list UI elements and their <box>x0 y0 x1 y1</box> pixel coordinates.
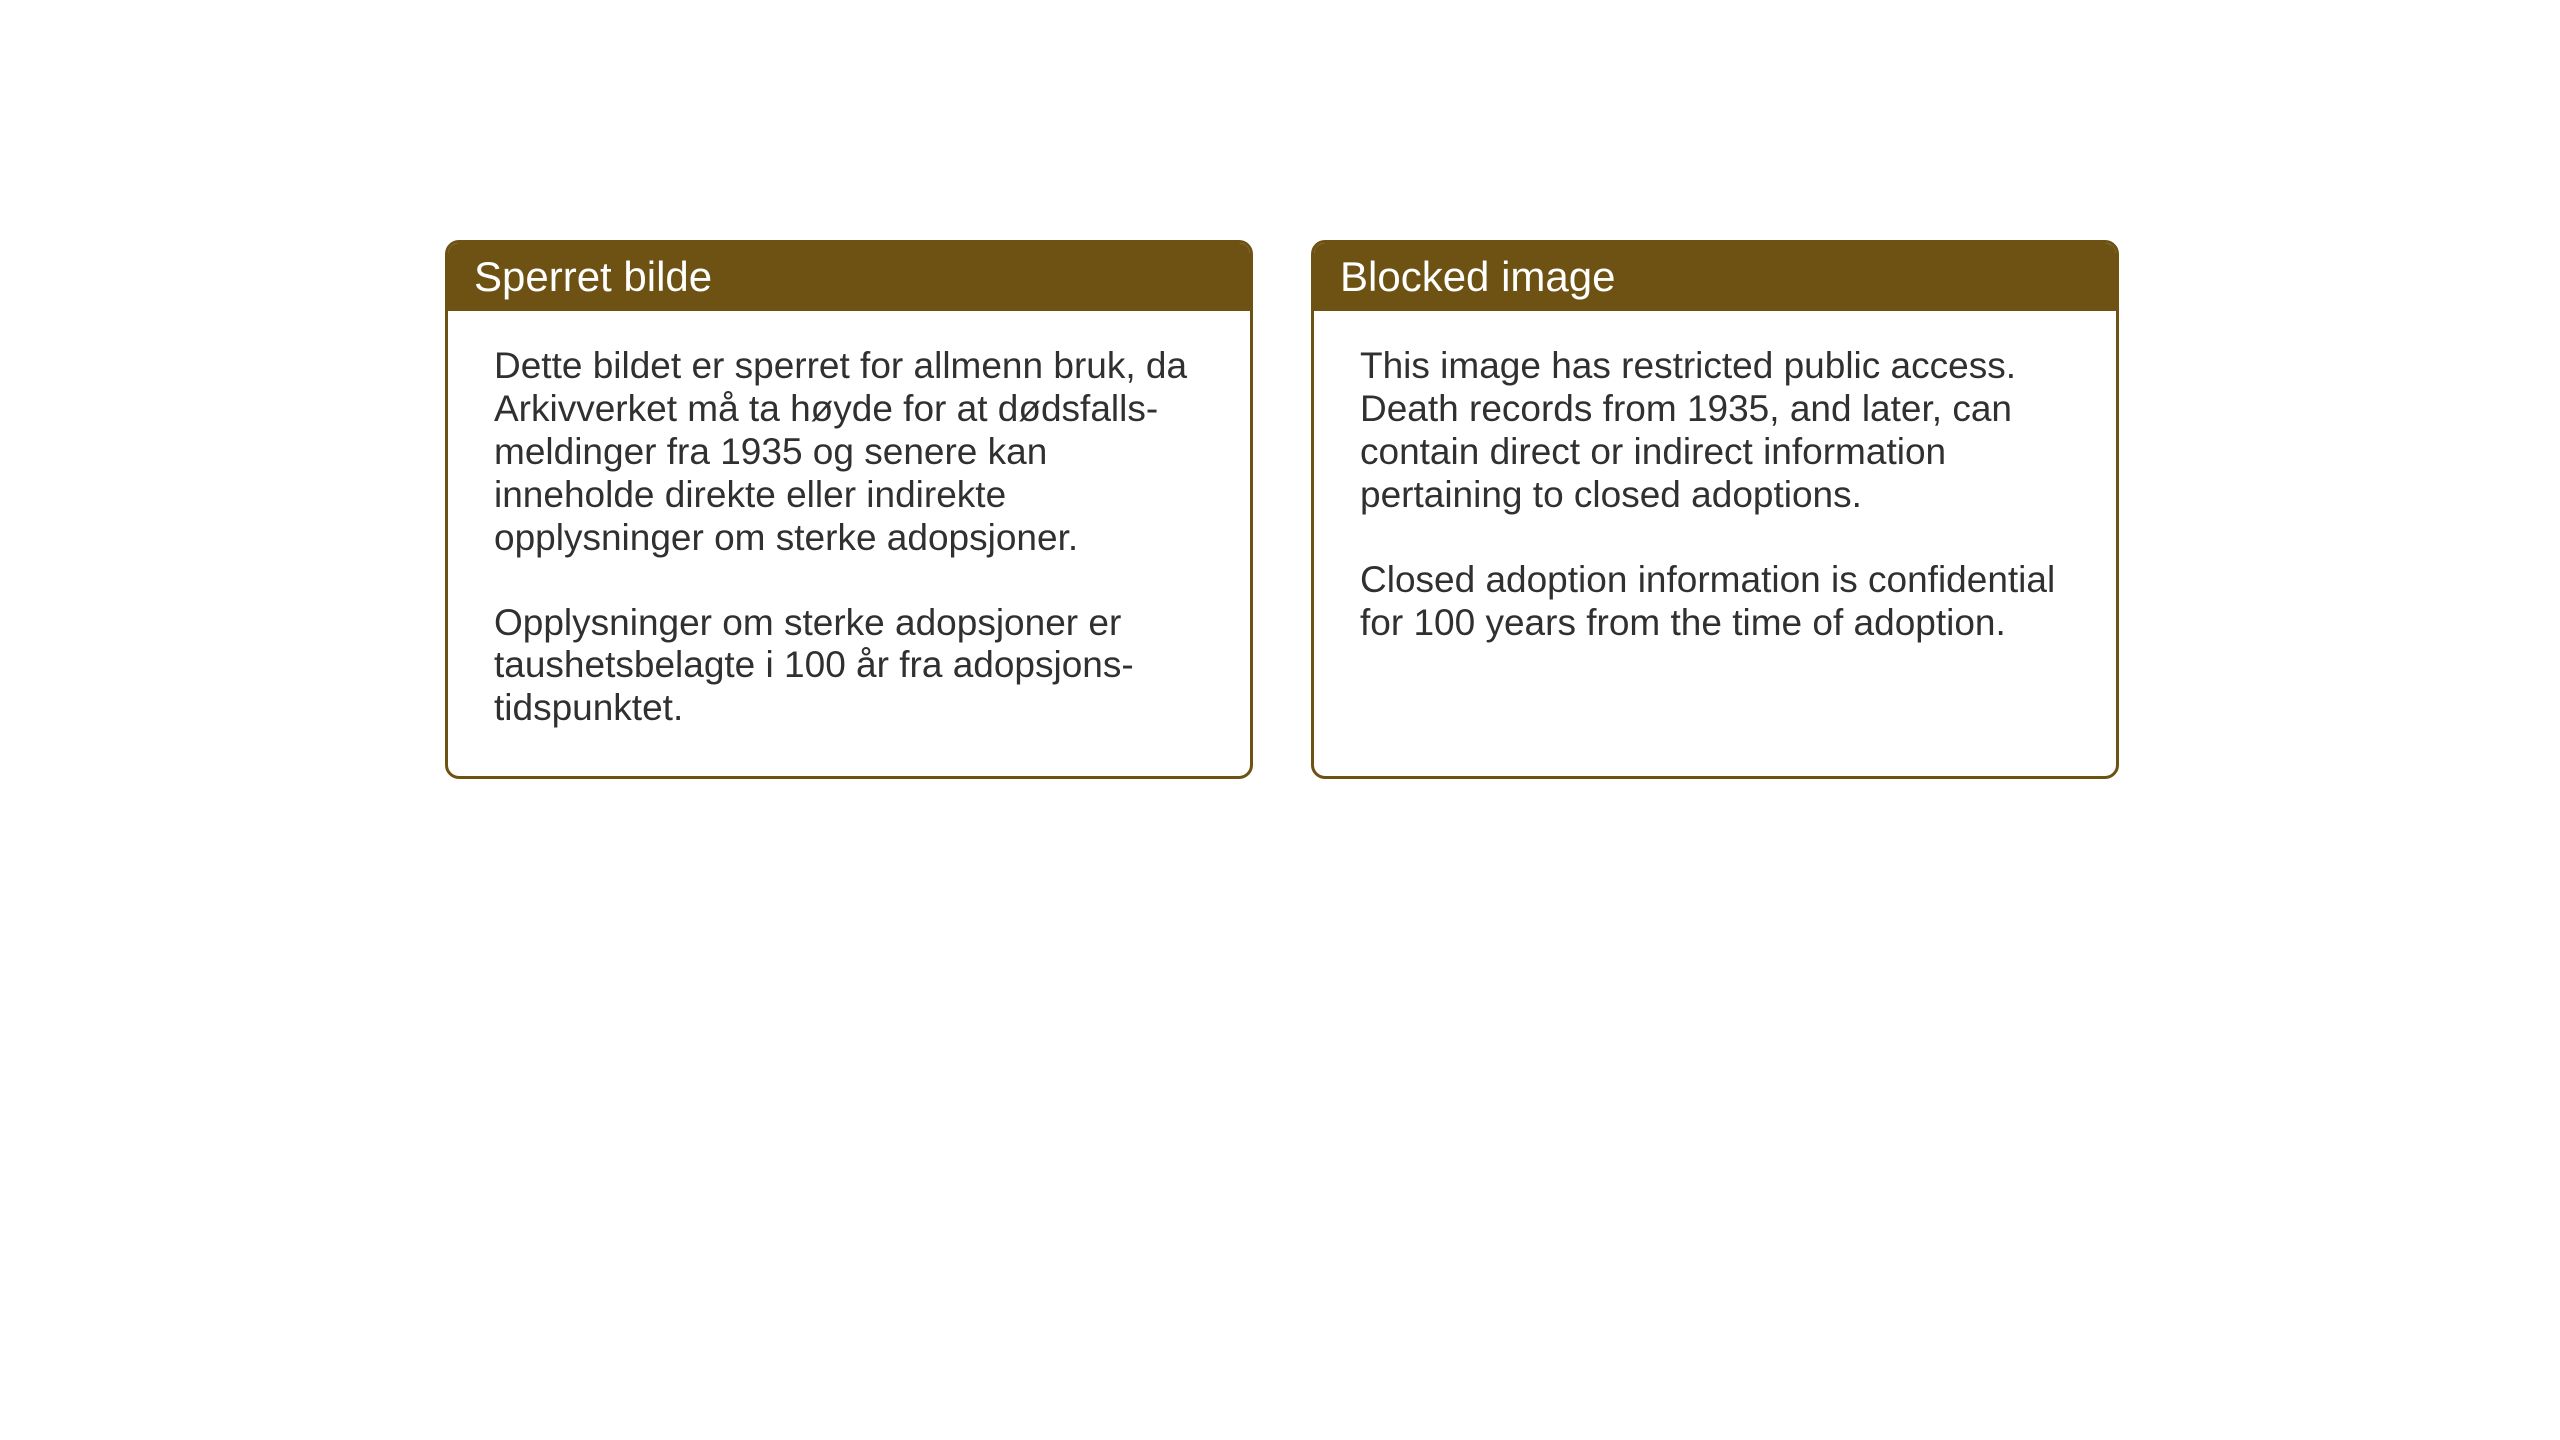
notice-title-norwegian: Sperret bilde <box>474 253 712 300</box>
notice-paragraph-1-english: This image has restricted public access.… <box>1360 345 2070 517</box>
notice-paragraph-1-norwegian: Dette bildet er sperret for allmenn bruk… <box>494 345 1204 560</box>
notice-card-english: Blocked image This image has restricted … <box>1311 240 2119 779</box>
notice-paragraph-2-english: Closed adoption information is confident… <box>1360 559 2070 645</box>
notice-header-english: Blocked image <box>1314 243 2116 311</box>
notice-paragraph-2-norwegian: Opplysninger om sterke adopsjoner er tau… <box>494 602 1204 731</box>
notice-body-norwegian: Dette bildet er sperret for allmenn bruk… <box>448 311 1250 776</box>
notice-body-english: This image has restricted public access.… <box>1314 311 2116 690</box>
notice-title-english: Blocked image <box>1340 253 1615 300</box>
notice-header-norwegian: Sperret bilde <box>448 243 1250 311</box>
notice-card-norwegian: Sperret bilde Dette bildet er sperret fo… <box>445 240 1253 779</box>
notice-container: Sperret bilde Dette bildet er sperret fo… <box>445 240 2119 779</box>
